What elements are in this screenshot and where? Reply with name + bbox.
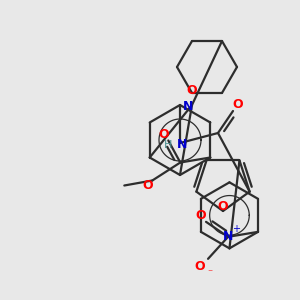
- Text: O: O: [187, 85, 197, 98]
- Text: +: +: [232, 224, 240, 234]
- Text: O: O: [158, 128, 169, 141]
- Text: H: H: [164, 140, 172, 150]
- Text: O: O: [233, 98, 243, 112]
- Text: O: O: [218, 200, 228, 212]
- Text: N: N: [183, 100, 193, 113]
- Text: N: N: [223, 230, 233, 243]
- Text: O: O: [142, 179, 153, 192]
- Text: O: O: [196, 209, 206, 222]
- Text: O: O: [195, 260, 205, 273]
- Text: N: N: [177, 139, 187, 152]
- Text: ⁻: ⁻: [208, 268, 213, 278]
